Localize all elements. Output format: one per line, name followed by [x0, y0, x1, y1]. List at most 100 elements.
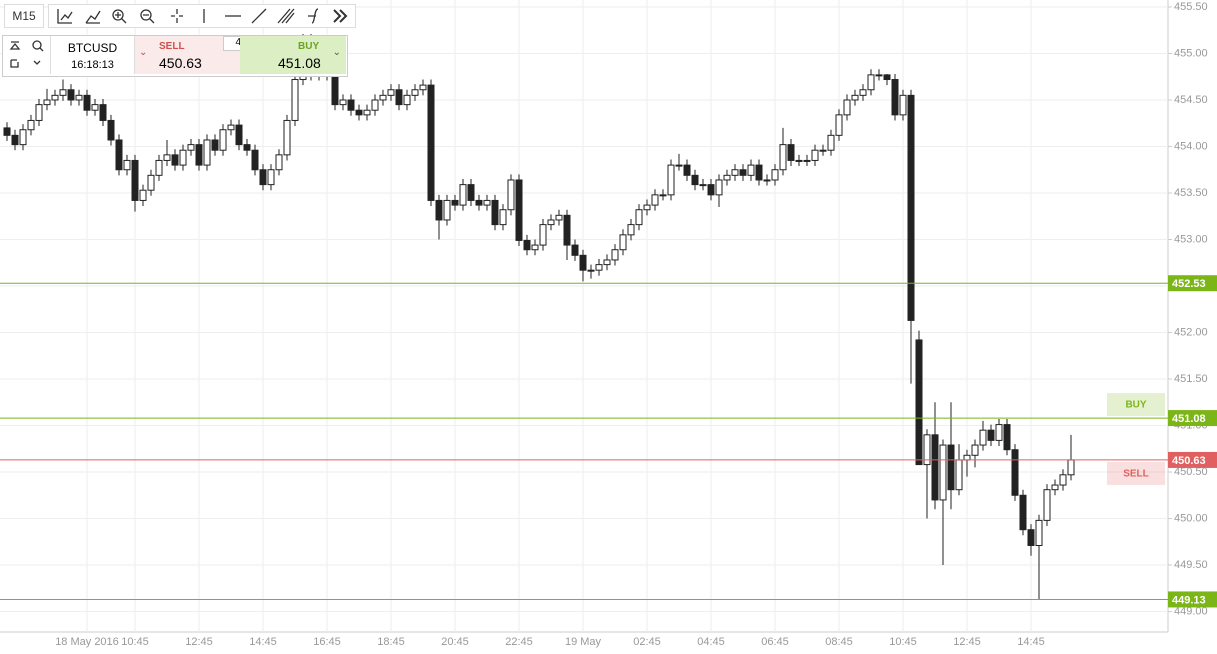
- candle-body: [739, 169, 747, 176]
- x-tick-label: 10:45: [889, 636, 917, 648]
- candle-body: [635, 209, 643, 226]
- sell-button[interactable]: ⌄ SELL 450.63: [135, 36, 240, 74]
- candle-body: [75, 94, 83, 101]
- order-label: SELL: [1123, 469, 1149, 480]
- buy-label: BUY: [298, 41, 320, 52]
- icon[interactable]: [251, 8, 267, 24]
- candle-body: [483, 199, 491, 206]
- candle-body: [915, 339, 923, 466]
- candle-body: [539, 224, 547, 246]
- y-tick-label: 453.00: [1174, 233, 1208, 245]
- candle-body: [883, 74, 891, 81]
- icon[interactable]: [333, 9, 348, 23]
- icon[interactable]: [277, 8, 295, 24]
- candle-body: [643, 204, 651, 211]
- symbol: BTCUSD: [67, 41, 118, 55]
- candle-body: [475, 199, 483, 206]
- candle-body: [923, 434, 931, 466]
- x-tick-label: 18:45: [377, 636, 405, 648]
- interval: M15: [12, 9, 36, 23]
- candle-body: [819, 149, 827, 152]
- candle-body: [907, 94, 915, 321]
- candle-body: [139, 189, 147, 201]
- candle-body: [851, 94, 859, 101]
- candle-body: [747, 164, 755, 176]
- candle-body: [899, 94, 907, 116]
- candle-body: [987, 429, 995, 441]
- candle-body: [619, 234, 627, 251]
- candle-body: [1027, 529, 1035, 547]
- candle-body: [603, 259, 611, 266]
- candle-body: [283, 119, 291, 156]
- icon[interactable]: [171, 9, 183, 23]
- candle-body: [787, 144, 795, 161]
- candle-body: [443, 199, 451, 221]
- buy-button[interactable]: BUY 451.08 ⌄: [240, 36, 346, 74]
- icon[interactable]: [112, 9, 124, 21]
- candle-body: [827, 134, 835, 151]
- y-tick-label: 449.50: [1174, 559, 1208, 571]
- icon[interactable]: [9, 41, 21, 50]
- icon[interactable]: [140, 9, 152, 21]
- x-tick-label: 20:45: [441, 636, 469, 648]
- candle-body: [35, 104, 43, 121]
- candle-body: [867, 74, 875, 91]
- order-panel: BTCUSD 16:18:13 ⌄ SELL 450.63 44 BUY 451…: [2, 35, 348, 77]
- candle-body: [3, 127, 11, 136]
- icon[interactable]: [32, 40, 42, 50]
- candle-body: [203, 139, 211, 166]
- x-tick-label: 18 May 2016: [55, 636, 119, 648]
- candle-body: [115, 139, 123, 171]
- candle-body: [1035, 519, 1043, 547]
- candle-body: [947, 444, 955, 491]
- candle-body: [723, 174, 731, 181]
- candle-body: [83, 94, 91, 111]
- candle-body: [803, 159, 811, 162]
- y-tick-label: 452.00: [1174, 326, 1208, 338]
- icon[interactable]: [308, 8, 319, 24]
- y-tick-label: 450.00: [1174, 512, 1208, 524]
- candle-body: [371, 99, 379, 111]
- level-tag: [1168, 275, 1217, 292]
- level-label: 449.13: [1172, 594, 1206, 606]
- candle-body: [651, 194, 659, 206]
- clock: 16:18:13: [71, 59, 114, 71]
- candle-body: [395, 89, 403, 106]
- candle-body: [691, 174, 699, 186]
- candle-body: [91, 104, 99, 111]
- icon[interactable]: [57, 9, 73, 24]
- candle-body: [1051, 484, 1059, 491]
- candle-body: [963, 454, 971, 461]
- candle-body: [355, 109, 363, 116]
- y-tick-label: 455.00: [1174, 47, 1208, 59]
- level-label: 450.63: [1172, 455, 1206, 467]
- candle-body: [795, 159, 803, 162]
- candle-body: [379, 94, 387, 101]
- candle-body: [171, 154, 179, 166]
- panel-icons: [9, 40, 44, 68]
- toolbar-icons: [57, 8, 348, 24]
- candle-body: [1043, 489, 1051, 521]
- candle-body: [251, 149, 259, 171]
- candle-body: [715, 179, 723, 196]
- x-tick-label: 19 May: [565, 636, 602, 648]
- x-tick-label: 04:45: [697, 636, 725, 648]
- x-tick-label: 08:45: [825, 636, 853, 648]
- candle-body: [363, 109, 371, 116]
- toolbar: [48, 4, 356, 28]
- candle-body: [123, 159, 131, 171]
- icon[interactable]: [10, 59, 19, 68]
- candle-body: [155, 159, 163, 176]
- panel-tools: [3, 36, 51, 74]
- candle-body: [579, 254, 587, 271]
- icon[interactable]: [85, 10, 101, 24]
- candle-body: [547, 219, 555, 226]
- candle-body: [859, 89, 867, 96]
- level-label: 452.53: [1172, 278, 1206, 290]
- x-tick-label: 06:45: [761, 636, 789, 648]
- interval-button[interactable]: M15: [4, 4, 44, 28]
- icon[interactable]: [33, 60, 41, 65]
- candle-body: [243, 144, 251, 151]
